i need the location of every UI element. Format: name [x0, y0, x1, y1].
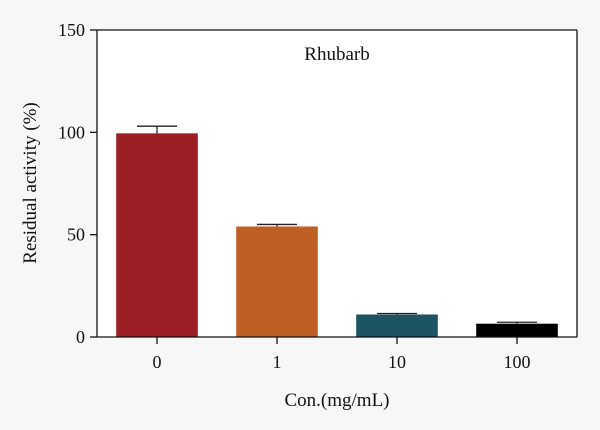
bar-0 — [116, 133, 198, 337]
bars-group — [116, 133, 558, 337]
bar-100 — [476, 323, 558, 337]
chart-title: Rhubarb — [304, 44, 369, 65]
y-tick-label: 150 — [58, 20, 85, 40]
y-ticks-group: 0 50 100 150 — [58, 20, 97, 347]
y-tick-label: 50 — [67, 225, 85, 245]
x-tick-label: 0 — [153, 352, 162, 372]
x-axis-title: Con.(mg/mL) — [284, 390, 389, 411]
error-bars-group — [137, 125, 537, 324]
x-ticks-group: 0 1 10 100 — [153, 337, 531, 372]
bar-10 — [356, 314, 438, 337]
y-tick-label: 100 — [58, 122, 85, 142]
x-tick-label: 1 — [273, 352, 282, 372]
y-axis-title: Residual activity (%) — [20, 102, 41, 263]
x-tick-label: 10 — [388, 352, 406, 372]
bar-1 — [236, 226, 318, 337]
x-tick-label: 100 — [504, 352, 531, 372]
y-tick-label: 0 — [76, 327, 85, 347]
